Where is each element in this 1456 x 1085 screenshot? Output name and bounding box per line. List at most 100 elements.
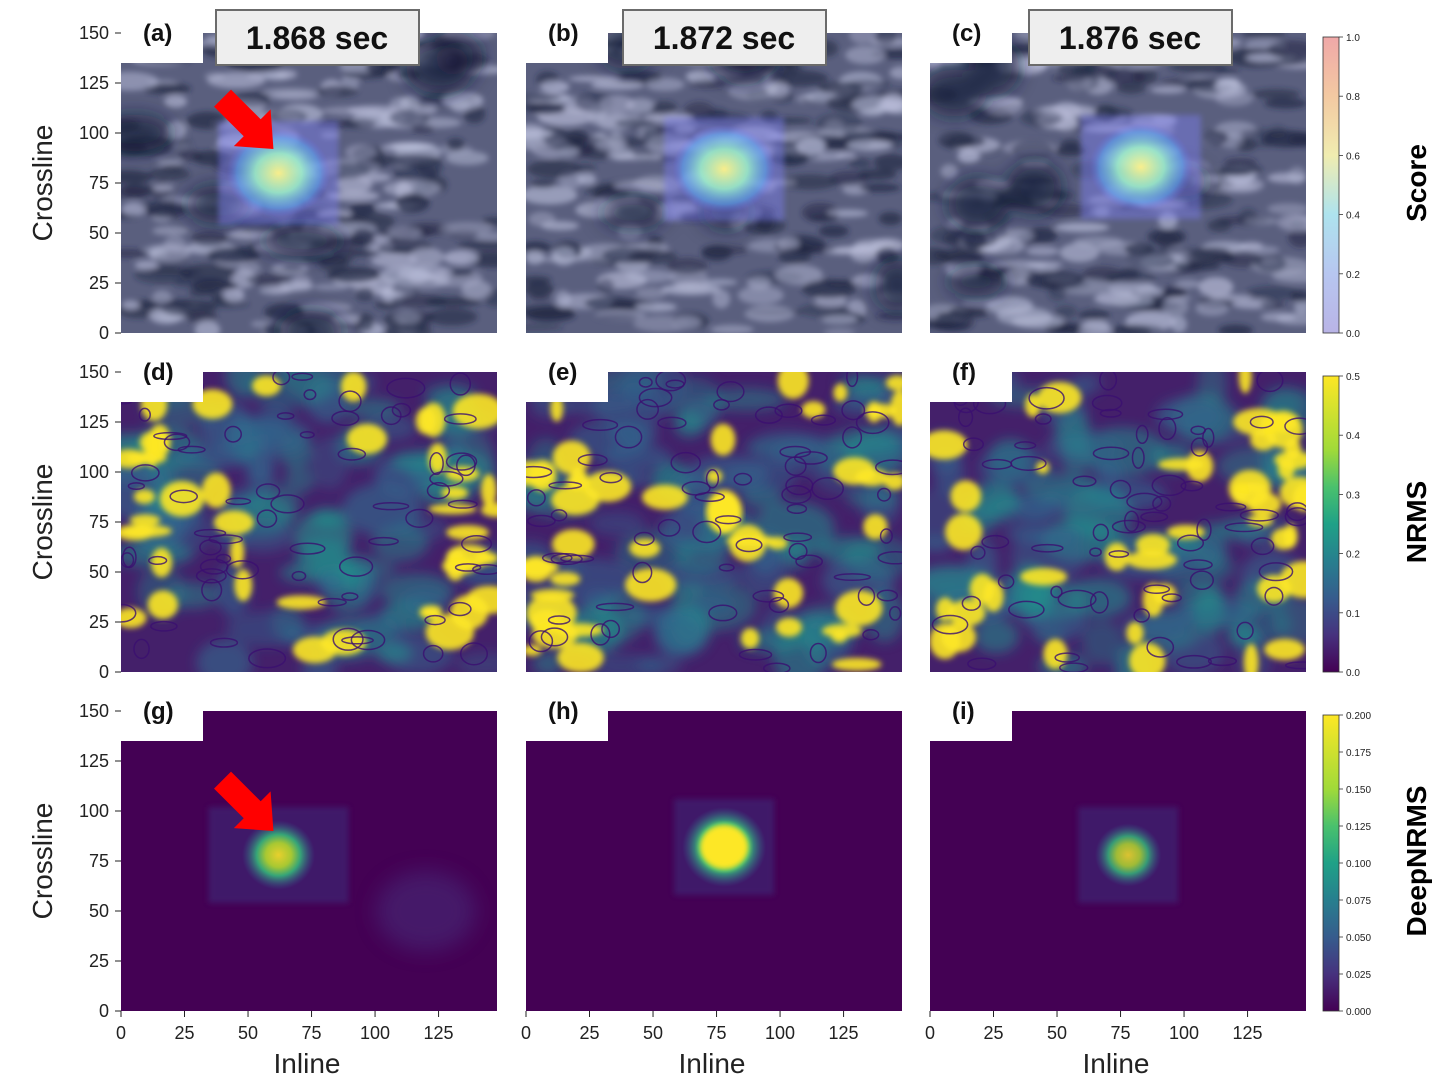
panel-a: (a) 0 25 50 75 100 125 150 Crossline — [27, 20, 497, 343]
panel-label: (g) — [143, 698, 174, 725]
x-tick-label: 125 — [1233, 1023, 1263, 1043]
colorbar-tick-label: 0.6 — [1346, 151, 1360, 162]
panel-e: (e) — [526, 359, 902, 672]
y-tick-label: 0 — [99, 662, 109, 682]
row-label-score: Score — [1401, 144, 1432, 222]
y-axis-label: Crossline — [27, 803, 58, 920]
red-arrow-0 — [214, 89, 274, 149]
y-tick-label: 125 — [79, 73, 109, 93]
x-tick-label: 100 — [360, 1023, 390, 1043]
y-tick-label: 100 — [79, 801, 109, 821]
x-tick-label: 50 — [238, 1023, 258, 1043]
colorbar-tick-label: 0.4 — [1346, 431, 1360, 442]
colorbar-tick-label: 0.200 — [1346, 711, 1371, 722]
panel-label: (c) — [952, 20, 981, 47]
y-tick-label: 0 — [99, 1001, 109, 1021]
x-tick-label: 100 — [765, 1023, 795, 1043]
colorbar-tick-label: 0.025 — [1346, 970, 1371, 981]
x-tick-label: 75 — [707, 1023, 727, 1043]
deep-faint-blob — [375, 871, 476, 951]
x-tick-label: 0 — [925, 1023, 935, 1043]
x-tick-label: 125 — [424, 1023, 454, 1043]
panel-label: (h) — [548, 698, 579, 725]
colorbar-gradient — [1322, 714, 1340, 1012]
heatmap-field — [526, 33, 902, 333]
y-tick-label: 0 — [99, 323, 109, 343]
colorbar-tick-label: 0.2 — [1346, 270, 1360, 281]
nrms-contours — [526, 372, 902, 672]
colorbar-tick-label: 0.2 — [1346, 550, 1360, 561]
panel-c: (c) — [930, 20, 1306, 333]
panel-label: (e) — [548, 359, 577, 386]
colorbar-tick-label: 0.0 — [1346, 668, 1360, 679]
panel-label: (i) — [952, 698, 975, 725]
colorbar-tick-label: 0.8 — [1346, 92, 1360, 103]
x-axis-label: Inline — [679, 1048, 746, 1079]
panel-label-box — [121, 370, 203, 402]
heatmap-field — [121, 372, 497, 672]
x-tick-label: 75 — [302, 1023, 322, 1043]
deep-hotspot — [242, 820, 316, 890]
x-tick-label: 25 — [174, 1023, 194, 1043]
colorbar-tick-label: 0.0 — [1346, 329, 1360, 340]
y-tick-label: 25 — [89, 273, 109, 293]
colorbar-deepnrms: 0.000 0.025 0.050 0.075 0.100 0.125 0.150 0.175… — [1322, 711, 1371, 1018]
y-tick-label: 50 — [89, 901, 109, 921]
x-tick-label: 100 — [1169, 1023, 1199, 1043]
deep-hotspot — [1094, 823, 1162, 887]
y-tick-label: 75 — [89, 851, 109, 871]
panel-i: (i) 0 25 50 75 100 125 Inline — [925, 698, 1306, 1079]
y-tick-label: 100 — [79, 123, 109, 143]
colorbar-score: 0.0 0.2 0.4 0.6 0.8 1.0 — [1322, 33, 1360, 340]
y-axis-label: Crossline — [27, 464, 58, 581]
colorbar-tick-label: 0.175 — [1346, 748, 1371, 759]
x-axis-label: Inline — [1083, 1048, 1150, 1079]
colorbar-tick-label: 0.000 — [1346, 1007, 1371, 1018]
panel-label: (a) — [143, 20, 172, 47]
time-label-1: 1.872 sec — [622, 9, 827, 66]
x-tick-label: 0 — [521, 1023, 531, 1043]
y-tick-label: 25 — [89, 951, 109, 971]
row-label-nrms: NRMS — [1401, 481, 1432, 563]
y-axis-label: Crossline — [27, 125, 58, 242]
time-label-0: 1.868 sec — [215, 9, 420, 66]
y-tick-label: 25 — [89, 612, 109, 632]
x-tick-label: 75 — [1111, 1023, 1131, 1043]
time-text: 1.868 sec — [246, 20, 388, 56]
colorbar-tick-label: 1.0 — [1346, 33, 1360, 44]
colorbar-tick-label: 0.150 — [1346, 785, 1371, 796]
y-tick-label: 150 — [79, 362, 109, 382]
colorbar-tick-label: 0.100 — [1346, 859, 1371, 870]
y-tick-label: 50 — [89, 562, 109, 582]
panel-h: (h) 0 25 50 75 100 125 Inline — [521, 698, 902, 1079]
row-label-deepnrms: DeepNRMS — [1401, 786, 1432, 937]
panel-label: (d) — [143, 359, 174, 386]
x-tick-label: 50 — [643, 1023, 663, 1043]
panel-label-box — [121, 31, 203, 63]
colorbar-tick-label: 0.050 — [1346, 933, 1371, 944]
panel-label-box — [526, 31, 608, 63]
score-hotspot — [226, 129, 331, 217]
time-text: 1.876 sec — [1059, 20, 1201, 56]
colorbar-tick-label: 0.125 — [1346, 822, 1371, 833]
y-tick-label: 150 — [79, 23, 109, 43]
heatmap-field — [526, 372, 902, 672]
y-tick-label: 75 — [89, 512, 109, 532]
panel-label: (f) — [952, 359, 976, 386]
y-tick-label: 150 — [79, 701, 109, 721]
colorbar-tick-label: 0.075 — [1346, 896, 1371, 907]
y-tick-label: 125 — [79, 412, 109, 432]
red-arrow-1 — [214, 771, 274, 831]
colorbar-tick-label: 0.1 — [1346, 609, 1360, 620]
arrow-shape — [214, 89, 274, 149]
time-box — [622, 9, 827, 66]
panel-label-box — [930, 709, 1012, 741]
deep-core — [700, 825, 749, 869]
colorbar-tick-label: 0.5 — [1346, 372, 1360, 383]
x-tick-label: 125 — [829, 1023, 859, 1043]
panel-label-box — [930, 31, 1012, 63]
seismic-texture — [526, 33, 902, 333]
nrms-contours — [931, 372, 1306, 672]
colorbar-nrms: 0.0 0.1 0.2 0.3 0.4 0.5 — [1322, 372, 1360, 679]
